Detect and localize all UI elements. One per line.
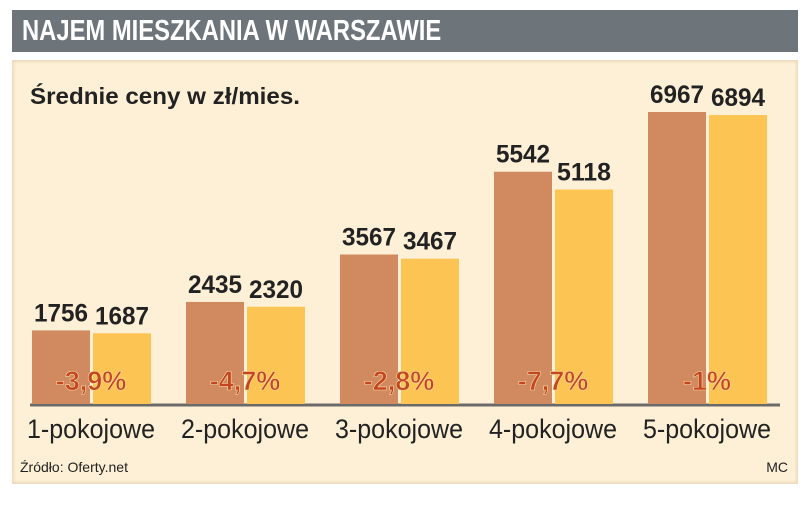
value-label: 1756: [34, 299, 88, 327]
source-note: Źródło: Oferty.net: [20, 459, 128, 475]
category-label: 2-pokojowe: [181, 414, 309, 444]
credit-note: MC: [766, 459, 788, 475]
value-label: 1687: [95, 302, 149, 330]
bar-later: [247, 306, 305, 404]
bar-earlier: [648, 112, 706, 404]
value-label: 6967: [650, 81, 704, 109]
value-label: 3567: [342, 224, 396, 252]
bar-earlier: [186, 301, 244, 404]
bar-later: [555, 189, 613, 404]
value-label: 3467: [403, 228, 457, 256]
bar-earlier: [494, 171, 552, 404]
value-label: 5118: [557, 158, 611, 186]
change-label: -7,7%: [518, 366, 589, 396]
change-label: -3,9%: [56, 366, 127, 396]
chart-title: NAJEM MIESZKANIA W WARSZAWIE: [22, 15, 442, 47]
change-label: -4,7%: [210, 366, 281, 396]
value-label: 5542: [496, 141, 550, 169]
category-label: 1-pokojowe: [27, 414, 155, 444]
category-label: 3-pokojowe: [335, 414, 463, 444]
value-label: 2435: [188, 271, 242, 299]
bar-later: [709, 115, 767, 404]
value-label: 2320: [249, 276, 303, 304]
value-label: 6894: [711, 84, 765, 112]
category-label: 5-pokojowe: [643, 414, 771, 444]
title-bar: NAJEM MIESZKANIA W WARSZAWIE: [12, 10, 798, 52]
change-label: -1%: [683, 366, 731, 396]
change-label: -2,8%: [364, 366, 435, 396]
bar-later: [401, 258, 459, 404]
chart-subtitle: Średnie ceny w zł/mies.: [30, 82, 300, 109]
bar-earlier: [32, 330, 90, 404]
bar-earlier: [340, 254, 398, 404]
bar-later: [93, 333, 151, 404]
category-label: 4-pokojowe: [489, 414, 617, 444]
